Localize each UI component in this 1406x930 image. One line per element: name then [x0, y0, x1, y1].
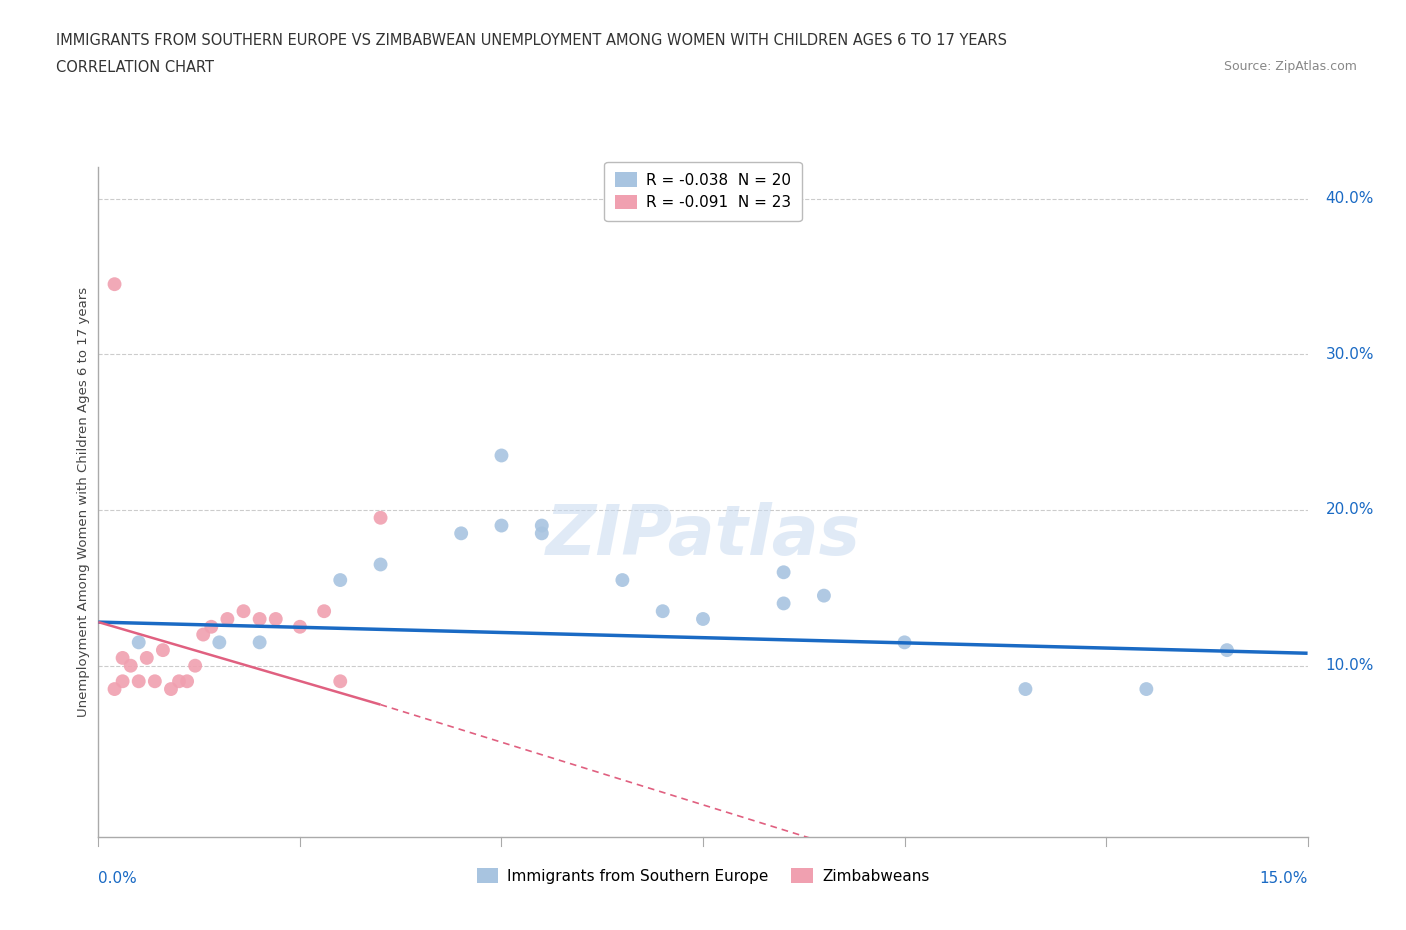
Point — [176, 674, 198, 689]
Point — [651, 604, 673, 618]
Point — [772, 565, 794, 579]
Text: 10.0%: 10.0% — [1326, 658, 1374, 673]
Point — [264, 612, 287, 627]
Text: 0.0%: 0.0% — [98, 871, 138, 886]
Text: CORRELATION CHART: CORRELATION CHART — [56, 60, 214, 75]
Point — [128, 674, 150, 689]
Point — [813, 588, 835, 603]
Text: ZIPatlas: ZIPatlas — [546, 502, 860, 569]
Point — [1216, 643, 1239, 658]
Point — [152, 643, 174, 658]
Point — [772, 596, 794, 611]
Point — [143, 674, 166, 689]
Point — [184, 658, 207, 673]
Point — [111, 650, 134, 665]
Point — [329, 674, 352, 689]
Text: IMMIGRANTS FROM SOUTHERN EUROPE VS ZIMBABWEAN UNEMPLOYMENT AMONG WOMEN WITH CHIL: IMMIGRANTS FROM SOUTHERN EUROPE VS ZIMBA… — [56, 33, 1007, 47]
Point — [208, 635, 231, 650]
Text: 40.0%: 40.0% — [1326, 191, 1374, 206]
Point — [232, 604, 254, 618]
Point — [530, 518, 553, 533]
Point — [491, 448, 513, 463]
Point — [288, 619, 311, 634]
Legend: Immigrants from Southern Europe, Zimbabweans: Immigrants from Southern Europe, Zimbabw… — [467, 859, 939, 893]
Point — [612, 573, 634, 588]
Point — [491, 518, 513, 533]
Point — [200, 619, 222, 634]
Text: 30.0%: 30.0% — [1326, 347, 1374, 362]
Point — [1014, 682, 1036, 697]
Point — [314, 604, 336, 618]
Text: 20.0%: 20.0% — [1326, 502, 1374, 517]
Point — [160, 682, 183, 697]
Point — [1135, 682, 1157, 697]
Point — [135, 650, 157, 665]
Point — [893, 635, 915, 650]
Point — [217, 612, 239, 627]
Text: 15.0%: 15.0% — [1260, 871, 1308, 886]
Point — [450, 525, 472, 540]
Y-axis label: Unemployment Among Women with Children Ages 6 to 17 years: Unemployment Among Women with Children A… — [77, 287, 90, 717]
Point — [249, 635, 271, 650]
Text: Source: ZipAtlas.com: Source: ZipAtlas.com — [1223, 60, 1357, 73]
Point — [128, 635, 150, 650]
Point — [103, 277, 125, 292]
Point — [120, 658, 142, 673]
Point — [193, 627, 215, 642]
Point — [370, 557, 392, 572]
Point — [249, 612, 271, 627]
Point — [329, 573, 352, 588]
Point — [167, 674, 190, 689]
Point — [530, 525, 553, 540]
Point — [111, 674, 134, 689]
Point — [692, 612, 714, 627]
Point — [103, 682, 125, 697]
Point — [370, 511, 392, 525]
